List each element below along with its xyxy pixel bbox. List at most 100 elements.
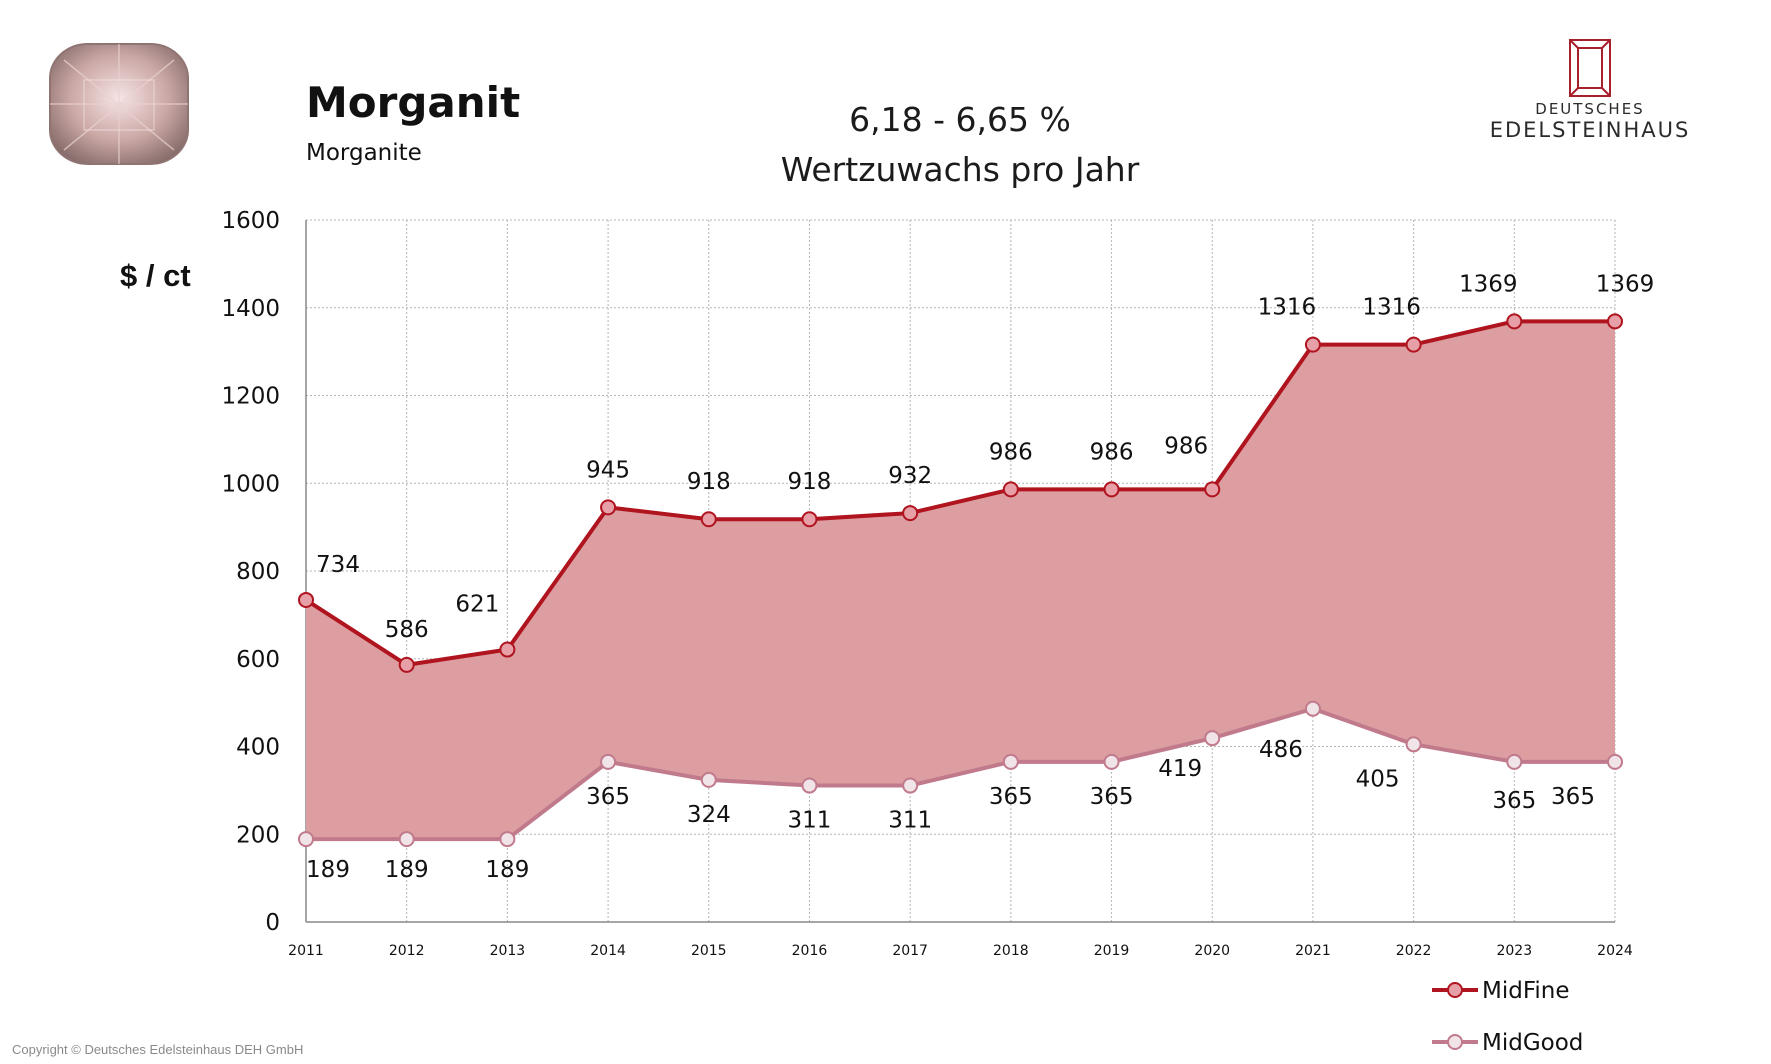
data-point-midfine bbox=[1103, 481, 1120, 498]
data-point-midgood bbox=[600, 753, 617, 770]
page-subtitle: Morganite bbox=[306, 140, 422, 166]
data-label-midfine: 986 bbox=[1090, 439, 1134, 465]
legend-entry-midfine: MidFine bbox=[1482, 978, 1570, 1004]
x-tick-label: 2022 bbox=[1396, 943, 1432, 959]
data-point-midfine bbox=[1204, 481, 1221, 498]
data-point-midgood bbox=[298, 831, 314, 848]
data-point-midgood bbox=[1506, 753, 1523, 770]
data-label-midfine: 621 bbox=[455, 592, 499, 618]
data-label-midgood: 419 bbox=[1158, 756, 1202, 782]
data-label-midgood: 405 bbox=[1356, 766, 1400, 792]
data-point-midgood bbox=[1304, 700, 1321, 717]
data-point-midfine bbox=[801, 511, 818, 528]
data-point-midgood bbox=[1103, 753, 1120, 770]
growth-rate-value: 6,18 - 6,65 % bbox=[849, 100, 1071, 139]
data-point-midfine bbox=[1002, 481, 1019, 498]
data-label-midgood: 365 bbox=[989, 784, 1033, 810]
data-point-midfine bbox=[902, 505, 919, 522]
x-tick-label: 2011 bbox=[288, 943, 324, 959]
data-label-midfine: 918 bbox=[687, 469, 731, 495]
x-tick-label: 2018 bbox=[993, 943, 1029, 959]
data-label-midgood: 365 bbox=[1551, 784, 1595, 810]
chart-lines bbox=[304, 319, 1615, 842]
x-tick-label: 2016 bbox=[792, 943, 828, 959]
series-line-midfine bbox=[304, 319, 1615, 667]
data-label-midfine: 1369 bbox=[1596, 271, 1655, 297]
data-point-midgood bbox=[700, 771, 717, 788]
data-label-midfine: 734 bbox=[316, 552, 360, 578]
data-label-midfine: 986 bbox=[989, 439, 1033, 465]
legend-entry-midgood: MidGood bbox=[1482, 1030, 1583, 1056]
chart-legend: MidFine MidGood bbox=[1432, 978, 1583, 1056]
chart-area-fill bbox=[306, 321, 1615, 840]
data-point-midgood bbox=[398, 831, 415, 848]
data-label-midfine: 1316 bbox=[1258, 295, 1317, 321]
x-tick-label: 2015 bbox=[691, 943, 727, 959]
data-label-midgood: 189 bbox=[306, 857, 350, 883]
data-point-midgood bbox=[801, 777, 818, 794]
legend-swatch-marker bbox=[1447, 1034, 1463, 1050]
x-tick-label: 2014 bbox=[590, 943, 626, 959]
y-tick-label: 1200 bbox=[221, 384, 280, 410]
data-point-midfine bbox=[1405, 336, 1422, 353]
y-tick-label: 1400 bbox=[221, 296, 280, 322]
data-label-midfine: 986 bbox=[1164, 433, 1208, 459]
x-tick-label: 2021 bbox=[1295, 943, 1331, 959]
data-point-midgood bbox=[1405, 736, 1422, 753]
data-label-midgood: 189 bbox=[385, 857, 429, 883]
data-label-midfine: 1316 bbox=[1362, 295, 1421, 321]
data-label-midfine: 945 bbox=[586, 457, 630, 483]
data-label-midgood: 324 bbox=[687, 802, 731, 828]
data-point-midgood bbox=[499, 831, 516, 848]
data-label-midfine: 918 bbox=[788, 469, 832, 495]
y-tick-label: 1600 bbox=[221, 208, 280, 234]
gem-frame-icon bbox=[1569, 39, 1611, 97]
y-tick-label: 200 bbox=[236, 822, 280, 848]
growth-rate-caption: Wertzuwachs pro Jahr bbox=[780, 150, 1140, 189]
x-tick-label: 2023 bbox=[1496, 943, 1532, 959]
series-line-midgood bbox=[306, 706, 1615, 842]
data-label-midgood: 486 bbox=[1259, 737, 1303, 763]
data-point-midfine bbox=[398, 656, 415, 673]
data-label-midgood: 189 bbox=[485, 857, 529, 883]
data-label-midfine: 1369 bbox=[1459, 271, 1518, 297]
data-point-midfine bbox=[499, 641, 516, 658]
logo-text-line1: DEUTSCHES bbox=[1535, 100, 1645, 118]
x-tick-label: 2013 bbox=[490, 943, 526, 959]
data-label-midgood: 311 bbox=[788, 808, 832, 834]
data-point-midgood bbox=[1002, 753, 1019, 770]
data-point-midgood bbox=[902, 777, 919, 794]
copyright-notice: Copyright © Deutsches Edelsteinhaus DEH … bbox=[12, 1042, 304, 1057]
data-point-midfine bbox=[1304, 336, 1321, 353]
y-tick-label: 0 bbox=[265, 910, 280, 936]
y-tick-label: 800 bbox=[236, 559, 280, 585]
data-point-midgood bbox=[1204, 730, 1221, 747]
logo-text-line2: EDELSTEINHAUS bbox=[1489, 118, 1691, 142]
data-point-midfine bbox=[700, 511, 717, 528]
data-label-midgood: 365 bbox=[586, 784, 630, 810]
growth-rate-block: 6,18 - 6,65 % Wertzuwachs pro Jahr bbox=[700, 95, 1220, 195]
area-between-series bbox=[306, 321, 1615, 840]
data-label-midgood: 311 bbox=[888, 808, 932, 834]
y-tick-label: 400 bbox=[236, 735, 280, 761]
data-point-midfine bbox=[1506, 313, 1523, 330]
data-point-midfine bbox=[298, 591, 314, 608]
legend-swatch-marker bbox=[1447, 982, 1463, 998]
chart-ticks: 0 200 400 600 800 1000 1200 1400 1600 2011 2012 201… bbox=[221, 208, 1632, 959]
data-point-midgood bbox=[1607, 753, 1623, 770]
chart-data-labels: 734 586 621 945 918 918 932 986 986 986 1316 1316 13… bbox=[306, 271, 1654, 883]
morganite-gem-image bbox=[49, 43, 189, 165]
x-tick-label: 2012 bbox=[389, 943, 425, 959]
data-point-midfine bbox=[1607, 313, 1623, 330]
data-label-midgood: 365 bbox=[1090, 784, 1134, 810]
x-tick-label: 2020 bbox=[1194, 943, 1230, 959]
x-tick-label: 2019 bbox=[1094, 943, 1130, 959]
x-tick-label: 2017 bbox=[892, 943, 928, 959]
y-tick-label: 600 bbox=[236, 647, 280, 673]
chart-points bbox=[298, 313, 1623, 848]
x-tick-label: 2024 bbox=[1597, 943, 1633, 959]
y-tick-label: 1000 bbox=[221, 471, 280, 497]
data-label-midfine: 586 bbox=[385, 617, 429, 643]
data-label-midfine: 932 bbox=[888, 463, 932, 489]
